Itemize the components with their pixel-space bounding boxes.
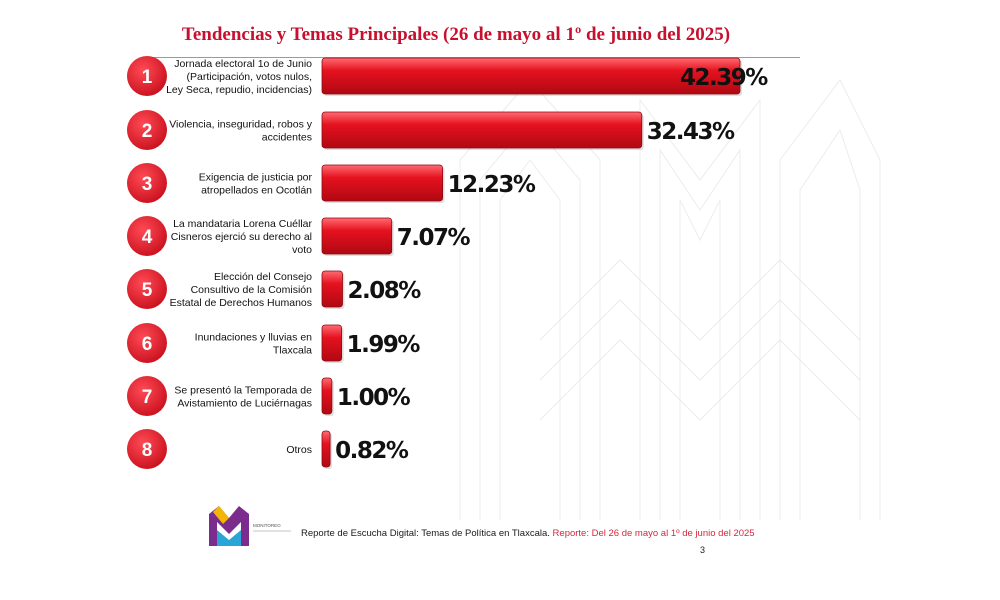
value-label: 1.00% [337,385,411,411]
category-label: Se presentó la Temporada de [174,385,312,397]
rank-badge [127,376,167,416]
rank-badge [127,216,167,256]
rank-badge [127,269,167,309]
value-label: 42.39% [680,65,768,91]
rank-number: 7 [142,387,153,408]
category-label: Elección del Consejo [214,271,312,283]
category-label: accidentes [262,132,312,144]
category-label: (Participación, votos nulos, [187,71,312,83]
page-number: 3 [700,545,706,555]
bar [321,430,331,468]
title-divider [145,57,800,58]
footer-date-range: Reporte: Del 26 de mayo al 1º de junio d… [552,528,755,539]
chart-title: Tendencias y Temas Principales (26 de ma… [181,24,731,45]
company-logo: MONITOREO [209,506,291,546]
bar [321,324,343,362]
footer: Reporte de Escucha Digital: Temas de Pol… [301,528,755,539]
category-label: Tlaxcala [273,345,312,357]
category-label: voto [292,244,312,256]
rank-number: 2 [142,121,153,142]
category-label: Cisneros ejerció su derecho al [171,231,312,243]
bar [321,377,333,415]
background-pattern [459,79,881,520]
bar [321,164,443,202]
rank-badge [127,429,167,469]
category-label: Exigencia de justicia por [199,172,313,184]
rank-number: 6 [142,334,153,355]
rank-badge [127,110,167,150]
rank-number: 8 [142,440,153,461]
rank-number: 4 [142,227,153,248]
category-label: Estatal de Derechos Humanos [170,297,312,309]
category-label: Otros [286,444,312,456]
bar [321,57,741,95]
value-label: 12.23% [448,172,536,198]
rank-badge [127,323,167,363]
category-label: Violencia, inseguridad, robos y [169,119,313,131]
rank-number: 1 [142,67,153,88]
bar [321,111,643,149]
category-label: Avistamiento de Luciérnagas [177,398,312,410]
category-label: Ley Seca, repudio, incidencias) [166,84,312,96]
category-label: Inundaciones y lluvias en [195,332,312,344]
bar [321,270,343,308]
value-label: 7.07% [397,225,471,251]
value-label: 32.43% [647,119,735,145]
bar [321,217,393,255]
value-label: 0.82% [335,438,409,464]
category-label: atropellados en Ocotlán [201,185,312,197]
logo-text: MONITOREO [253,523,281,528]
rank-badge [127,163,167,203]
rank-badge [127,56,167,96]
value-label: 2.08% [348,278,422,304]
footer-text: Reporte de Escucha Digital: Temas de Pol… [301,528,550,539]
value-label: 1.99% [347,332,421,358]
category-label: La mandataria Lorena Cuéllar [173,218,312,230]
rank-number: 5 [142,280,153,301]
category-label: Consultivo de la Comisión [191,284,313,296]
rank-number: 3 [142,174,153,195]
category-label: Jornada electoral 1o de Junio [174,58,312,70]
